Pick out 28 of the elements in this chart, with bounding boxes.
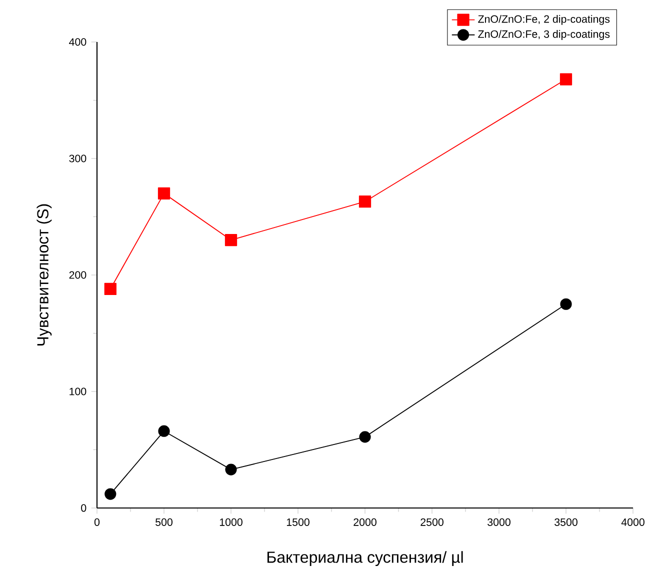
y-tick-label: 300: [69, 154, 86, 162]
x-tick-label: 4000: [621, 518, 644, 526]
y-axis-title: Чувствителност (S): [36, 204, 52, 346]
point: [158, 425, 170, 437]
point: [359, 431, 371, 443]
point: [158, 187, 170, 200]
legend-label: ZnO/ZnO:Fe, 2 dip-coatings: [478, 14, 610, 25]
point: [224, 234, 238, 246]
legend-label: ZnO/ZnO:Fe, 3 dip-coatings: [478, 30, 610, 40]
x-tick-label: 0: [94, 518, 100, 526]
point: [560, 298, 572, 310]
y-tick-label: 0: [81, 504, 86, 512]
x-axis-title: Бактериална суспензия/ µl: [267, 551, 463, 566]
point: [358, 196, 372, 208]
x-tick-label: 1500: [286, 518, 310, 526]
x-tick-label: 2000: [354, 518, 376, 526]
point: [104, 282, 116, 296]
x-tick-label: 2500: [420, 518, 444, 526]
x-tick-label: 1000: [220, 518, 242, 526]
point: [225, 464, 237, 476]
y-tick-label: 200: [69, 271, 86, 279]
x-tick-label: 3500: [554, 518, 578, 526]
y-tick-label: 100: [70, 388, 86, 396]
x-tick-label: 3000: [488, 518, 510, 526]
y-tick-label: 400: [69, 38, 86, 46]
point: [104, 488, 116, 500]
point: [560, 73, 572, 86]
x-tick-label: 500: [156, 518, 172, 526]
